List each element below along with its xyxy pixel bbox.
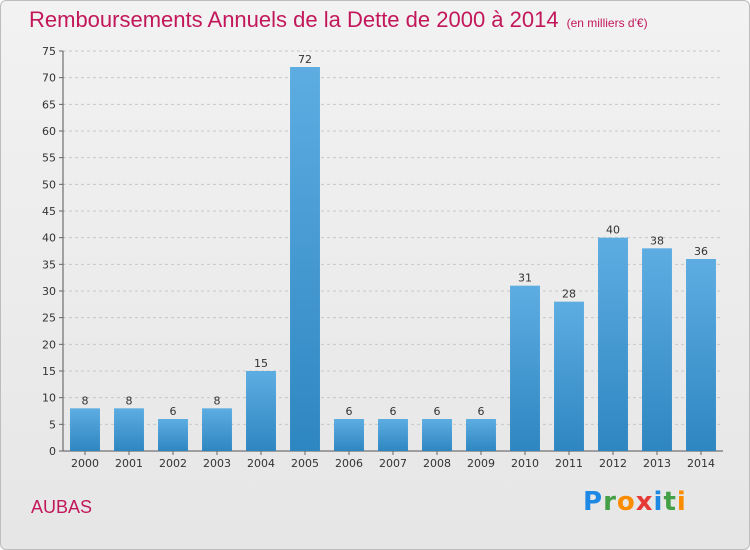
- bar-value-label: 6: [478, 405, 485, 418]
- x-tick-label: 2003: [203, 457, 231, 470]
- bar-2006: [334, 419, 364, 451]
- logo-letter: P: [583, 487, 604, 517]
- bar-value-label: 28: [562, 288, 576, 301]
- bar-2003: [202, 408, 232, 451]
- y-tick-label: 60: [42, 125, 56, 138]
- bar-value-label: 6: [434, 405, 441, 418]
- x-tick-label: 2009: [467, 457, 495, 470]
- y-tick-label: 35: [42, 258, 56, 271]
- y-tick-label: 50: [42, 178, 56, 191]
- x-tick-label: 2000: [71, 457, 99, 470]
- bar-2012: [598, 237, 628, 451]
- bar-value-label: 38: [650, 234, 664, 247]
- bar-2002: [158, 419, 188, 451]
- y-tick-label: 25: [42, 312, 56, 325]
- x-tick-label: 2002: [159, 457, 187, 470]
- logo-letter: r: [603, 487, 617, 517]
- bar-2013: [642, 248, 672, 451]
- commune-name: AUBAS: [31, 497, 93, 517]
- x-tick-label: 2004: [247, 457, 275, 470]
- bar-value-label: 6: [170, 405, 177, 418]
- x-tick-label: 2007: [379, 457, 407, 470]
- proxiti-logo[interactable]: Proxiti: [583, 487, 687, 517]
- chart-unit: (en milliers d'€): [566, 16, 648, 30]
- bar-value-label: 8: [126, 394, 133, 407]
- y-tick-label: 10: [42, 392, 56, 405]
- bar-value-label: 36: [694, 245, 708, 258]
- y-tick-label: 40: [42, 232, 56, 245]
- y-tick-label: 20: [42, 338, 56, 351]
- y-tick-label: 65: [42, 98, 56, 111]
- x-tick-label: 2011: [555, 457, 583, 470]
- logo-letter: i: [653, 487, 664, 517]
- bar-2005: [290, 67, 320, 451]
- y-tick-label: 55: [42, 152, 56, 165]
- y-tick-label: 15: [42, 365, 56, 378]
- bar-2007: [378, 419, 408, 451]
- x-tick-label: 2005: [291, 457, 319, 470]
- x-tick-label: 2001: [115, 457, 143, 470]
- x-tick-label: 2008: [423, 457, 451, 470]
- bar-2008: [422, 419, 452, 451]
- bar-2001: [114, 408, 144, 451]
- chart-title: Remboursements Annuels de la Dette de 20…: [29, 7, 648, 33]
- x-tick-label: 2006: [335, 457, 363, 470]
- y-tick-label: 30: [42, 285, 56, 298]
- y-tick-label: 0: [49, 445, 56, 458]
- x-tick-label: 2010: [511, 457, 539, 470]
- bar-2011: [554, 301, 584, 451]
- bar-value-label: 40: [606, 224, 620, 237]
- data-labels: 8 8 6 8 15 72 6 6 6 6 31 28 40 38 36: [82, 53, 709, 418]
- logo-letter: i: [676, 487, 687, 517]
- bar-value-label: 6: [390, 405, 397, 418]
- bar-2000: [70, 408, 100, 451]
- y-tick-label: 45: [42, 205, 56, 218]
- y-tick-label: 5: [49, 418, 56, 431]
- logo-letter: o: [616, 487, 636, 517]
- chart-title-text: Remboursements Annuels de la Dette de 20…: [29, 7, 559, 32]
- bar-value-label: 72: [298, 53, 312, 66]
- logo-letter: x: [635, 487, 654, 517]
- y-tick-label: 70: [42, 72, 56, 85]
- bar-2004: [246, 371, 276, 451]
- bar-value-label: 15: [254, 357, 268, 370]
- x-tick-label: 2013: [643, 457, 671, 470]
- x-tick-label: 2014: [687, 457, 715, 470]
- bar-2010: [510, 285, 540, 451]
- bar-value-label: 6: [346, 405, 353, 418]
- y-tick-label: 75: [42, 45, 56, 58]
- logo-letter: t: [663, 487, 677, 517]
- bar-2014: [686, 259, 716, 451]
- bar-value-label: 31: [518, 272, 532, 285]
- bars: [70, 67, 716, 451]
- bar-value-label: 8: [82, 394, 89, 407]
- x-tick-label: 2012: [599, 457, 627, 470]
- bar-value-label: 8: [214, 394, 221, 407]
- bar-2009: [466, 419, 496, 451]
